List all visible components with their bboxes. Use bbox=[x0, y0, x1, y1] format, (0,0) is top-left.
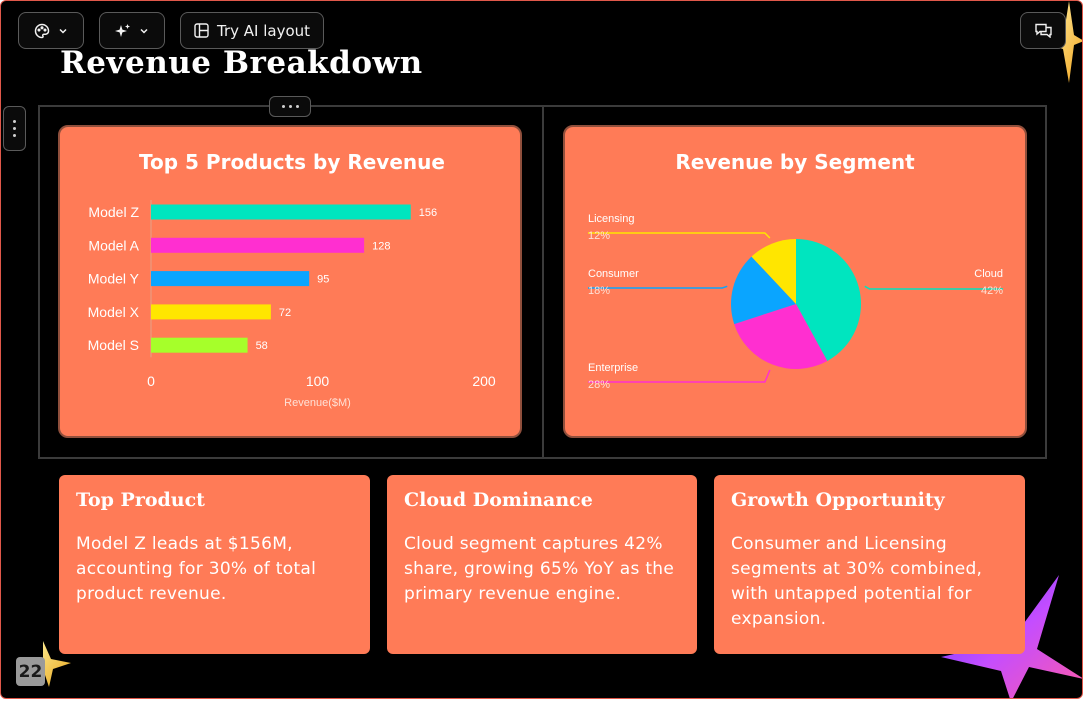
card-title: Cloud Dominance bbox=[404, 489, 593, 511]
cloud-dominance-card: Cloud Dominance Cloud segment captures 4… bbox=[387, 475, 697, 654]
chevron-down-icon bbox=[59, 28, 67, 34]
data-label: 58 bbox=[256, 340, 268, 352]
y-tick-label: Model X bbox=[88, 304, 140, 320]
slice-value-label: 42% bbox=[981, 285, 1003, 297]
slice-value-label: 28% bbox=[588, 379, 610, 391]
slide-title: Revenue Breakdown bbox=[60, 45, 423, 81]
bar-chart: Top 5 Products by Revenue Model Z 156 Model… bbox=[88, 150, 496, 409]
card-title: Top Product bbox=[76, 489, 205, 511]
y-tick-label: Model A bbox=[88, 237, 139, 253]
slice-value-label: 18% bbox=[588, 285, 610, 297]
pie-slice bbox=[796, 239, 861, 361]
data-label: 72 bbox=[279, 307, 291, 319]
card-body: Cloud segment captures 42% share, growin… bbox=[404, 533, 675, 604]
leader-line bbox=[588, 232, 771, 239]
slice-label: Enterprise bbox=[588, 362, 638, 374]
data-label: 95 bbox=[317, 274, 329, 286]
x-tick-label: 0 bbox=[147, 373, 155, 389]
bar-chart-card: Top 5 Products by Revenue Model Z 156 Model… bbox=[58, 125, 522, 438]
pie-slice bbox=[734, 304, 828, 369]
sparkle-icon bbox=[115, 23, 130, 37]
x-tick-label: 100 bbox=[306, 373, 330, 389]
chevron-down-icon bbox=[140, 28, 148, 34]
growth-opportunity-card: Growth Opportunity Consumer and Licensin… bbox=[714, 475, 1025, 654]
gradient-star-decoration bbox=[941, 575, 1082, 698]
try-ai-layout-button[interactable]: Try AI layout bbox=[180, 12, 324, 49]
x-tick-label: 200 bbox=[472, 373, 496, 389]
chart-title: Revenue by Segment bbox=[675, 150, 915, 174]
chart-title: Top 5 Products by Revenue bbox=[139, 150, 445, 174]
pie-slice bbox=[751, 239, 796, 304]
bar bbox=[151, 304, 271, 320]
theme-button[interactable] bbox=[18, 12, 84, 49]
bar bbox=[151, 237, 365, 253]
page-number-badge: 22 bbox=[16, 657, 45, 686]
block-drag-handle[interactable] bbox=[3, 106, 26, 151]
try-ai-layout-label: Try AI layout bbox=[216, 21, 311, 40]
bar bbox=[151, 337, 248, 353]
comments-icon bbox=[1034, 23, 1052, 38]
column-divider[interactable] bbox=[542, 105, 544, 459]
pie-slice bbox=[731, 256, 796, 325]
card-body: Model Z leads at $156M, accounting for 3… bbox=[76, 533, 317, 604]
slice-label: Licensing bbox=[588, 213, 634, 225]
slice-label: Consumer bbox=[588, 268, 639, 280]
container-drag-handle[interactable] bbox=[269, 96, 311, 117]
bottom-star-decoration bbox=[31, 641, 71, 687]
layout-icon bbox=[194, 23, 209, 38]
slice-value-label: 12% bbox=[588, 230, 610, 242]
palette-icon bbox=[34, 23, 50, 38]
leader-line bbox=[588, 369, 771, 383]
y-tick-label: Model Z bbox=[88, 204, 139, 220]
x-axis-label: Revenue($M) bbox=[284, 397, 351, 409]
data-label: 156 bbox=[419, 207, 437, 219]
slice-label: Cloud bbox=[974, 268, 1003, 280]
y-tick-label: Model Y bbox=[88, 271, 140, 287]
card-title: Growth Opportunity bbox=[731, 489, 945, 511]
bar bbox=[151, 271, 310, 287]
data-label: 128 bbox=[372, 240, 390, 252]
y-tick-label: Model S bbox=[88, 337, 139, 353]
ai-assist-button[interactable] bbox=[99, 12, 165, 49]
pie-chart-card: Revenue by Segment Cloud 42% Enterprise 28% C… bbox=[563, 125, 1027, 438]
card-body: Consumer and Licensing segments at 30% c… bbox=[731, 533, 983, 629]
comments-button[interactable] bbox=[1020, 12, 1066, 49]
pie-chart: Revenue by Segment Cloud 42% Enterprise 28% C… bbox=[588, 150, 1003, 391]
leader-line bbox=[588, 285, 728, 289]
bar bbox=[151, 204, 411, 220]
top-product-card: Top Product Model Z leads at $156M, acco… bbox=[59, 475, 370, 654]
leader-line bbox=[864, 285, 1003, 290]
